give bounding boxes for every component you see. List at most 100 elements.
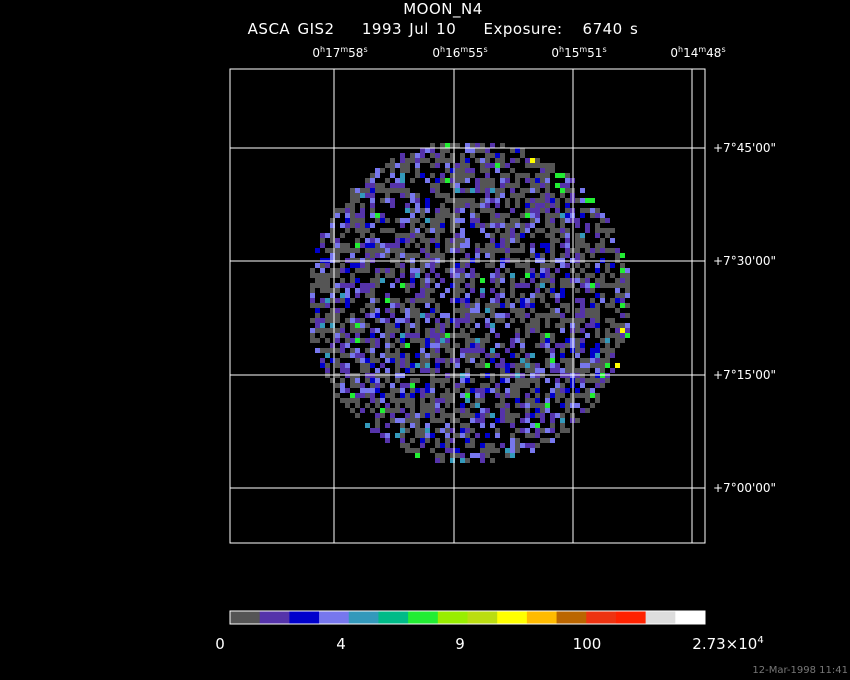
map-pixel: [370, 278, 375, 283]
map-pixel: [375, 213, 380, 218]
map-pixel: [505, 233, 510, 238]
map-pixel: [535, 198, 540, 203]
map-pixel: [430, 333, 435, 338]
map-pixel: [525, 268, 530, 273]
map-pixel: [400, 248, 405, 253]
map-pixel: [505, 298, 510, 303]
map-pixel: [425, 388, 430, 393]
map-pixel: [505, 248, 510, 253]
map-pixel: [500, 378, 505, 383]
map-pixel: [495, 248, 500, 253]
map-pixel: [435, 358, 440, 363]
map-pixel: [455, 448, 460, 453]
map-pixel: [550, 193, 555, 198]
map-pixel: [365, 228, 370, 233]
map-pixel: [515, 158, 520, 163]
map-pixel: [470, 288, 475, 293]
map-pixel: [395, 403, 400, 408]
map-pixel: [445, 248, 450, 253]
map-pixel: [450, 153, 455, 158]
map-pixel: [400, 358, 405, 363]
map-pixel: [425, 238, 430, 243]
map-pixel: [470, 403, 475, 408]
map-pixel: [585, 323, 590, 328]
map-pixel: [545, 348, 550, 353]
map-pixel: [490, 213, 495, 218]
map-pixel: [325, 348, 330, 353]
colorbar: [229, 610, 706, 625]
map-pixel: [370, 293, 375, 298]
map-pixel: [440, 213, 445, 218]
colorbar-swatch: [408, 611, 439, 624]
map-pixel: [430, 403, 435, 408]
map-pixel: [445, 413, 450, 418]
map-pixel: [470, 388, 475, 393]
map-pixel: [535, 328, 540, 333]
map-pixel: [415, 243, 420, 248]
map-pixel: [470, 438, 475, 443]
map-pixel: [370, 313, 375, 318]
map-pixel: [520, 243, 525, 248]
map-pixel: [530, 413, 535, 418]
map-pixel: [500, 413, 505, 418]
map-pixel: [370, 388, 375, 393]
map-pixel: [585, 273, 590, 278]
map-pixel: [465, 423, 470, 428]
map-pixel: [440, 143, 445, 148]
map-pixel: [515, 298, 520, 303]
map-pixel: [425, 333, 430, 338]
map-pixel: [595, 378, 600, 383]
map-pixel: [395, 318, 400, 323]
map-pixel: [580, 243, 585, 248]
map-pixel: [600, 283, 605, 288]
map-pixel: [595, 233, 600, 238]
map-pixel: [385, 273, 390, 278]
map-pixel: [440, 293, 445, 298]
map-pixel: [540, 313, 545, 318]
map-pixel: [355, 403, 360, 408]
map-pixel: [415, 428, 420, 433]
map-pixel: [530, 218, 535, 223]
map-pixel: [510, 308, 515, 313]
map-pixel: [500, 153, 505, 158]
map-pixel: [555, 363, 560, 368]
map-pixel: [410, 178, 415, 183]
map-pixel: [415, 273, 420, 278]
colorbar-swatch: [615, 611, 647, 624]
map-pixel: [500, 418, 505, 423]
map-pixel: [540, 198, 545, 203]
map-pixel: [420, 353, 425, 358]
map-pixel: [585, 223, 590, 228]
map-pixel: [380, 413, 385, 418]
map-pixel: [545, 178, 550, 183]
map-pixel: [540, 438, 545, 443]
map-pixel: [550, 288, 555, 293]
map-pixel: [525, 313, 530, 318]
map-pixel: [425, 353, 430, 358]
map-pixel: [360, 233, 365, 238]
map-pixel: [420, 388, 425, 393]
map-pixel: [485, 318, 490, 323]
map-pixel: [370, 428, 375, 433]
map-pixel: [350, 318, 355, 323]
map-pixel: [500, 193, 505, 198]
map-pixel: [585, 368, 590, 373]
map-pixel: [425, 433, 430, 438]
map-pixel: [435, 263, 440, 268]
map-pixel: [310, 288, 315, 293]
map-pixel: [420, 233, 425, 238]
map-pixel: [450, 298, 455, 303]
map-pixel: [465, 368, 470, 373]
map-pixel: [365, 178, 370, 183]
map-pixel: [525, 273, 530, 278]
map-pixel: [445, 348, 450, 353]
map-pixel: [465, 333, 470, 338]
map-pixel: [455, 433, 460, 438]
map-pixel: [330, 223, 335, 228]
map-pixel: [370, 398, 375, 403]
map-pixel: [535, 428, 540, 433]
map-pixel: [595, 328, 600, 333]
map-pixel: [460, 313, 465, 318]
map-pixel: [525, 363, 530, 368]
map-pixel: [515, 383, 520, 388]
